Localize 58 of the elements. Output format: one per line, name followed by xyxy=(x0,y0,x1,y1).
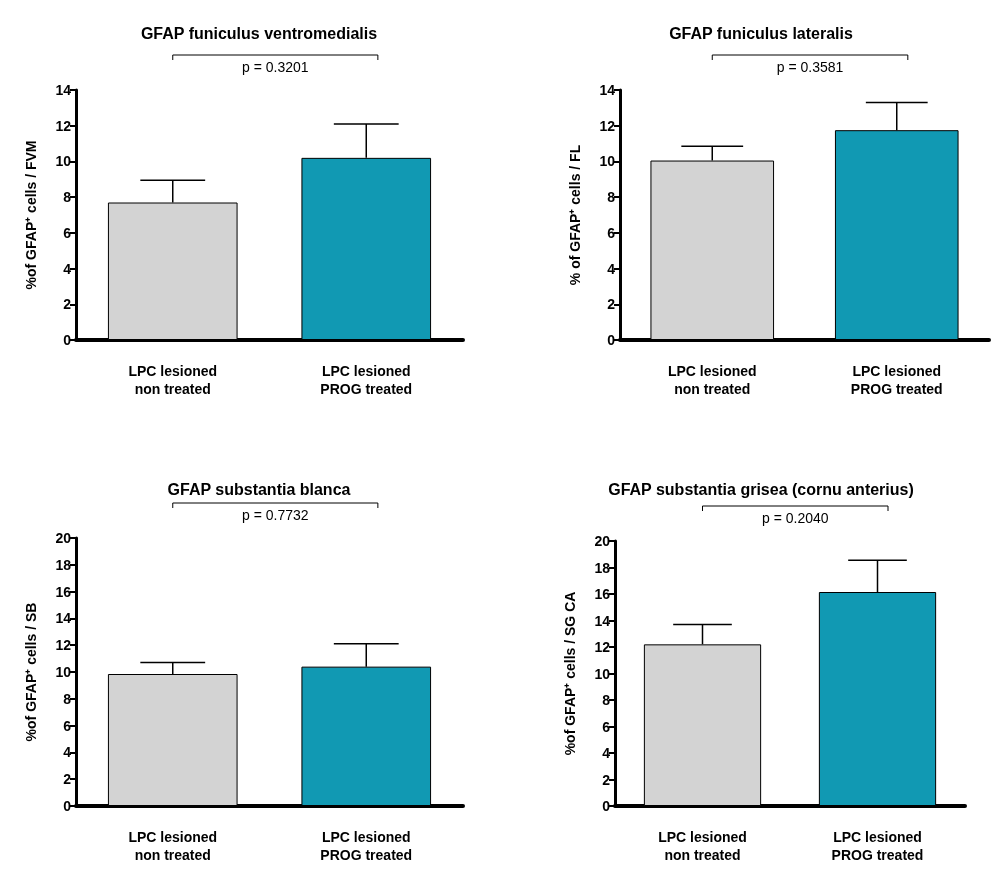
y-tick-label: 0 xyxy=(63,332,72,348)
y-axis-title: %of GFAP⁺ cells / SB xyxy=(23,602,39,742)
y-tick-label: 16 xyxy=(55,583,72,600)
y-tick-label: 20 xyxy=(55,530,72,546)
text: p = 0.3201 xyxy=(242,59,309,75)
y-tick-label: 8 xyxy=(607,189,616,206)
y-tick-label: 12 xyxy=(55,117,72,134)
y-tick-label: 0 xyxy=(602,798,611,814)
x-tick-label: LPC lesioned PROG treated xyxy=(320,363,413,397)
x-tick-label: LPC lesioned non treated xyxy=(128,829,218,863)
x-tick-label: LPC lesioned PROG treated xyxy=(831,829,924,863)
y-tick-label: 6 xyxy=(607,224,616,241)
y-tick-label: 20 xyxy=(594,533,611,549)
y-tick-label: 8 xyxy=(602,692,611,708)
x-tick-label: LPC lesioned non treated xyxy=(667,363,757,397)
y-tick-label: 18 xyxy=(594,559,611,576)
y-tick-label: 10 xyxy=(55,153,72,170)
text: p = 0.2040 xyxy=(761,510,829,526)
y-tick-label: 6 xyxy=(63,224,72,241)
y-axis-title: % of GFAP⁺ cells / FL xyxy=(567,144,583,286)
y-tick-label: 16 xyxy=(594,586,611,602)
y-tick-label: 14 xyxy=(594,612,611,629)
y-tick-label: 4 xyxy=(607,260,616,277)
y-tick-label: 8 xyxy=(63,690,72,707)
y-tick-label: 2 xyxy=(607,296,616,313)
y-axis-title: %of GFAP⁺ cells / SG CA xyxy=(562,591,578,756)
y-axis-title: %of GFAP⁺ cells / FVM xyxy=(23,140,39,290)
y-tick-label: 8 xyxy=(63,189,72,206)
y-tick-label: 6 xyxy=(63,717,72,734)
y-tick-label: 12 xyxy=(599,117,616,134)
y-tick-label: 4 xyxy=(63,744,72,761)
y-tick-label: 4 xyxy=(63,260,72,277)
y-tick-label: 0 xyxy=(607,332,616,348)
y-tick-label: 2 xyxy=(602,771,611,788)
x-tick-label: LPC lesioned non treated xyxy=(658,829,747,863)
y-tick-label: 2 xyxy=(63,771,72,788)
x-tick-label: LPC lesioned PROG treated xyxy=(320,829,413,863)
y-tick-label: 12 xyxy=(55,637,72,654)
chart-title: GFAP funiculus lateralis xyxy=(669,24,853,42)
y-tick-label: 6 xyxy=(602,718,611,735)
y-tick-label: 10 xyxy=(599,153,616,170)
chart-title: GFAP funiculus ventromedialis xyxy=(140,24,378,42)
chart-title: GFAP substantia blanca xyxy=(167,480,351,498)
text: p = 0.3581 xyxy=(776,59,844,75)
x-tick-label: LPC lesioned PROG treated xyxy=(850,363,943,397)
y-tick-label: 10 xyxy=(55,664,72,680)
y-tick-label: 0 xyxy=(63,798,72,814)
y-tick-label: 4 xyxy=(602,745,611,761)
y-tick-label: 12 xyxy=(594,639,611,655)
x-tick-label: LPC lesioned non treated xyxy=(128,363,218,397)
y-tick-label: 10 xyxy=(594,665,611,682)
y-tick-label: 14 xyxy=(599,82,616,98)
chart-title: GFAP substantia grisea (cornu anterius) xyxy=(608,480,914,498)
y-tick-label: 14 xyxy=(55,82,72,98)
y-tick-label: 18 xyxy=(55,556,72,573)
y-tick-label: 2 xyxy=(63,296,72,313)
y-tick-label: 14 xyxy=(55,610,72,627)
text: p = 0.7732 xyxy=(242,507,309,523)
